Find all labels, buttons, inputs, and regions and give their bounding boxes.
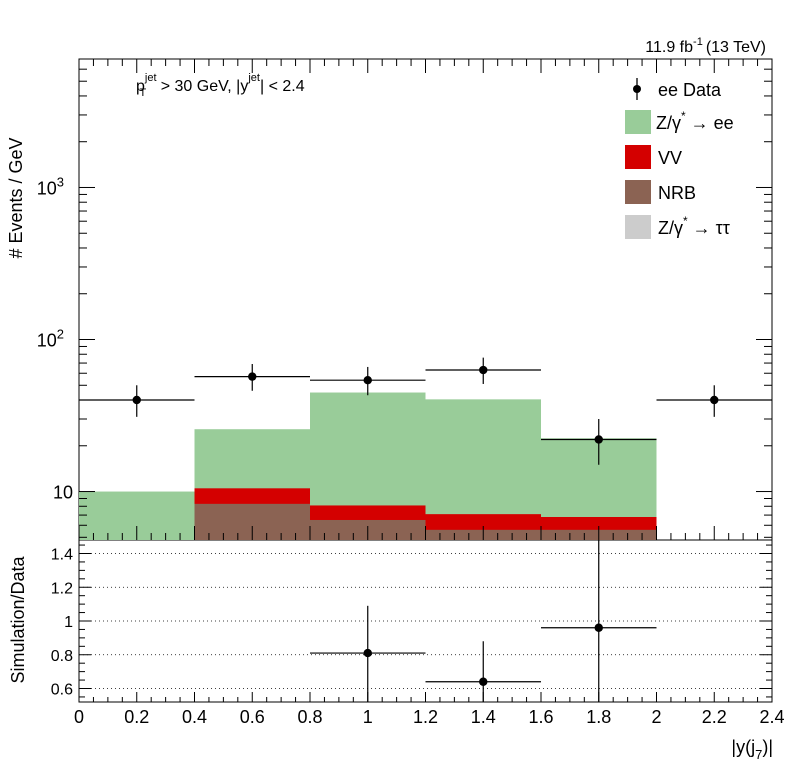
- x-tick-label-2: 0.4: [182, 707, 207, 727]
- ratio-y-tick-label-1: 0.8: [51, 648, 73, 665]
- legend-label-nrb: NRB: [658, 183, 696, 203]
- ratio-y-tick-label-3: 1.2: [51, 580, 73, 597]
- y-tick-label-1: 102: [37, 327, 64, 351]
- legend-entry-data: ee Data: [633, 78, 722, 100]
- legend-entry-nrb: NRB: [625, 180, 696, 204]
- x-tick-label-6: 1.2: [413, 707, 438, 727]
- legend-entry-ztt: Z/γ* → ττ: [625, 214, 730, 239]
- y-tick-label-2: 103: [37, 174, 64, 198]
- data-point-3: [479, 365, 488, 375]
- legend-label-data: ee Data: [658, 80, 722, 100]
- y-tick-label-0: 10: [53, 483, 73, 503]
- cut-label: pjet T > 30 GeV, |yjet| < 2.4: [136, 72, 305, 99]
- legend-swatch-vv: [625, 145, 651, 169]
- ratio-y-axis-label: Simulation/Data: [8, 555, 28, 683]
- ratio-plot-frame: [78, 539, 773, 703]
- legend-swatch-ztt: [625, 215, 651, 239]
- legend-swatch-zee: [625, 110, 651, 134]
- x-tick-label-10: 2: [651, 707, 661, 727]
- legend-label-ztt: Z/γ* → ττ: [658, 214, 730, 238]
- x-tick-label-9: 1.8: [586, 707, 611, 727]
- legend-data-marker: [633, 85, 641, 93]
- lumi-label: 11.9 fb-1 (13 TeV): [645, 36, 766, 56]
- x-tick-label-5: 1: [363, 707, 373, 727]
- legend-label-vv: VV: [658, 148, 682, 168]
- legend-swatch-nrb: [625, 180, 651, 204]
- data-point-0: [132, 395, 141, 405]
- data-point-2: [363, 375, 372, 385]
- legend: ee Data Z/γ* → ee VV NRB Z/γ* → ττ: [625, 78, 734, 239]
- data-point-5: [710, 395, 719, 405]
- data-point-1: [248, 372, 257, 381]
- y-axis-label: # Events / GeV: [6, 137, 26, 258]
- legend-entry-vv: VV: [625, 145, 682, 169]
- ratio-point-2: [594, 623, 603, 632]
- main-plot: [79, 357, 772, 540]
- ratio-y-tick-label-4: 1.4: [51, 547, 73, 564]
- data-point-4: [594, 435, 603, 444]
- x-tick-label-0: 0: [74, 707, 84, 727]
- ratio-point-0: [363, 648, 372, 658]
- ratio-plot: [79, 540, 772, 702]
- x-tick-label-8: 1.6: [528, 707, 553, 727]
- x-tick-label-7: 1.4: [471, 707, 496, 727]
- legend-entry-zee: Z/γ* → ee: [625, 109, 734, 134]
- legend-label-zee: Z/γ* → ee: [656, 109, 734, 133]
- x-tick-label-11: 2.2: [702, 707, 727, 727]
- x-tick-label-12: 2.4: [759, 707, 784, 727]
- x-tick-label-3: 0.6: [240, 707, 265, 727]
- ratio-y-tick-label-2: 1: [64, 614, 73, 631]
- ratio-point-1: [479, 677, 488, 686]
- x-tick-label-4: 0.8: [297, 707, 322, 727]
- ratio-y-tick-label-0: 0.6: [51, 682, 73, 699]
- x-tick-label-1: 0.2: [124, 707, 149, 727]
- x-axis-label: |y(j7)|: [731, 737, 773, 762]
- axes: 0 0.2 0.4 0.6 0.8 1 1.2 1.4 1.6 1.8 2 2.2 2.41010210…: [37, 58, 785, 727]
